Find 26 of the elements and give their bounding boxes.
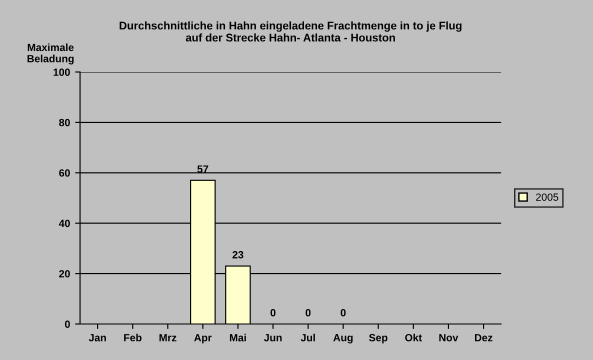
x-tick-label: Apr (194, 334, 212, 344)
x-tick-label: Jul (300, 334, 315, 342)
x-tick-label: Aug (333, 334, 353, 344)
y-tick-label: 100 (54, 68, 70, 76)
data-label: 0 (306, 309, 311, 316)
x-tick-label: Mrz (159, 334, 176, 342)
y-tick-label: 60 (59, 169, 70, 177)
y-tick-label: 80 (59, 118, 70, 126)
x-tick-label: Jun (264, 334, 282, 342)
x-tick-label: Sep (369, 334, 388, 344)
data-label: 23 (232, 251, 244, 258)
y-tick-label: 40 (58, 220, 70, 228)
legend-label: 2005 (536, 193, 558, 201)
x-tick-label: Jan (88, 334, 106, 342)
y-tick-label: 0 (64, 320, 70, 328)
x-tick-label: Okt (405, 334, 422, 342)
y-tick-label: 20 (59, 270, 70, 278)
x-tick-label: Feb (124, 334, 142, 342)
chart-title: Durchschnittliche in Hahn eingeladene Frachtmenge in to je Flug auf der Strecke Hahn- Atlanta - Houston (120, 21, 462, 42)
x-tick-label: Mai (230, 334, 246, 342)
data-label: 57 (197, 165, 208, 173)
x-tick-label: Dez (474, 334, 492, 342)
y-axis-title: Maximale Beladung (28, 43, 74, 64)
data-label: 0 (270, 309, 276, 316)
x-tick-label: Nov (439, 334, 458, 342)
data-label: 0 (340, 309, 346, 316)
